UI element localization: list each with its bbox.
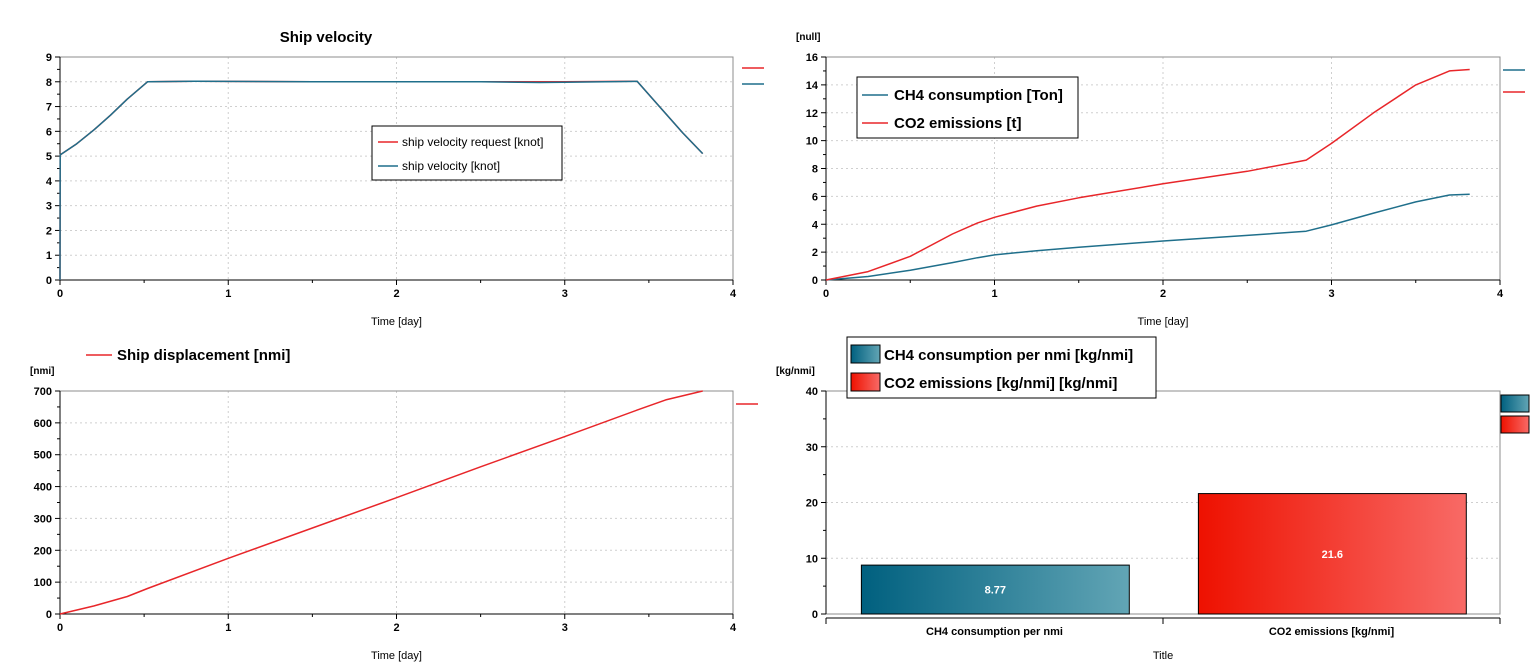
velocity-y-tick-label: 2	[46, 225, 52, 237]
velocity-y-tick-label: 8	[46, 77, 52, 89]
consumption-x-tick-label: 2	[1160, 288, 1166, 300]
consumption-x-tick-label: 3	[1328, 288, 1334, 300]
velocity-x-tick-label: 0	[57, 288, 63, 300]
consumption-y-tick-label: 12	[806, 108, 818, 120]
consumption-x-tick-label: 0	[823, 288, 829, 300]
velocity-chart: 0 1 2 3 4 0 1 2 3 4 5 6 7 8 9 Time [day] Ship velocity sh…	[46, 29, 764, 328]
velocity-y-tick-label: 7	[46, 102, 52, 114]
velocity-y-tick-label: 6	[46, 126, 52, 138]
consumption-y-tick-label: 0	[812, 275, 818, 287]
consumption-y-tick-label: 6	[812, 191, 818, 203]
displacement-x-tick-label: 4	[730, 622, 737, 634]
per_nmi-unit-label: [kg/nmi]	[776, 366, 815, 377]
velocity-legend-label: ship velocity [knot]	[402, 159, 500, 173]
displacement-x-tick-label: 3	[562, 622, 568, 634]
velocity-y-tick-label: 3	[46, 201, 52, 213]
displacement-y-tick-label: 600	[34, 418, 52, 430]
per_nmi-bar-1	[1197, 493, 1467, 615]
displacement-unit-label: [nmi]	[30, 366, 54, 377]
per_nmi-y-tick-label: 40	[806, 386, 818, 398]
velocity-y-tick-label: 5	[46, 151, 52, 163]
per_nmi-bar-value-label: 21.6	[1322, 549, 1343, 561]
consumption-legend	[856, 76, 1079, 139]
velocity-legend-label: ship velocity request [knot]	[402, 135, 543, 149]
velocity-x-tick-label: 3	[562, 288, 568, 300]
velocity-x-tick-label: 4	[730, 288, 737, 300]
velocity-title: Ship velocity	[280, 29, 373, 46]
per_nmi-y-tick-label: 0	[812, 609, 818, 621]
consumption-legend-label: CH4 consumption [Ton]	[894, 87, 1063, 104]
displacement-y-tick-label: 500	[34, 450, 52, 462]
per_nmi-y-tick-label: 20	[806, 498, 818, 510]
displacement-y-tick-label: 100	[34, 577, 52, 589]
displacement-y-tick-label: 200	[34, 545, 52, 557]
consumption-y-tick-label: 16	[806, 52, 818, 64]
consumption-y-tick-label: 10	[806, 136, 818, 148]
consumption-y-tick-label: 14	[806, 80, 819, 92]
consumption-x-axis-label: Time [day]	[1138, 316, 1189, 328]
per_nmi-side-marker	[1500, 394, 1530, 413]
velocity-series-1-line	[59, 80, 704, 281]
displacement-y-tick-label: 400	[34, 482, 52, 494]
consumption-y-tick-label: 2	[812, 247, 818, 259]
displacement-y-tick-label: 300	[34, 513, 52, 525]
consumption-y-tick-label: 4	[812, 219, 819, 231]
velocity-x-tick-label: 2	[393, 288, 399, 300]
displacement-series-0-line	[59, 390, 703, 615]
velocity-x-tick-label: 1	[225, 288, 231, 300]
displacement-x-tick-label: 1	[225, 622, 231, 634]
velocity-legend	[371, 125, 563, 181]
per_nmi-y-tick-label: 10	[806, 553, 818, 565]
displacement-x-axis-label: Time [day]	[371, 650, 422, 662]
per_nmi-category-label: CH4 consumption per nmi	[926, 626, 1063, 638]
velocity-y-tick-label: 1	[46, 250, 52, 262]
per_nmi-bar-value-label: 8.77	[985, 585, 1006, 597]
per_nmi-bar-0	[860, 564, 1130, 615]
consumption-legend-label: CO2 emissions [t]	[894, 115, 1022, 132]
displacement-x-tick-label: 2	[393, 622, 399, 634]
per_nmi-side-marker	[1500, 415, 1530, 434]
per_nmi-legend-swatch	[850, 344, 881, 364]
displacement-y-tick-label: 0	[46, 609, 52, 621]
displacement-x-tick-label: 0	[57, 622, 63, 634]
per_nmi-legend-label: CH4 consumption per nmi [kg/nmi]	[884, 347, 1133, 364]
consumption-unit-label: [null]	[796, 32, 820, 43]
displacement-y-tick-label: 700	[34, 386, 52, 398]
displacement-chart: 0 1 2 3 4 0 100 200 300 400 500 600 700 Time [day] [nm…	[30, 347, 758, 662]
per_nmi-legend	[846, 336, 1157, 399]
velocity-x-axis-label: Time [day]	[371, 316, 422, 328]
consumption-series-0-line	[825, 193, 1470, 281]
per_nmi-x-axis-label: Title	[1153, 650, 1173, 662]
per_nmi-legend-swatch	[850, 372, 881, 392]
per_nmi-legend-label: CO2 emissions [kg/nmi] [kg/nmi]	[884, 375, 1117, 392]
displacement-legend-label: Ship displacement [nmi]	[117, 347, 290, 364]
per_nmi-category-label: CO2 emissions [kg/nmi]	[1269, 626, 1395, 638]
velocity-y-tick-label: 0	[46, 275, 52, 287]
consumption-x-tick-label: 1	[991, 288, 997, 300]
consumption-x-tick-label: 4	[1497, 288, 1504, 300]
per_nmi-y-tick-label: 30	[806, 442, 818, 454]
consumption-y-tick-label: 8	[812, 164, 818, 176]
velocity-y-tick-label: 9	[46, 52, 52, 64]
velocity-y-tick-label: 4	[46, 176, 53, 188]
consumption-series-1-line	[825, 68, 1470, 281]
per_nmi-chart: 0 10 20 30 40 8.77 CH4 consumption per nmi 21.6…	[776, 336, 1530, 662]
